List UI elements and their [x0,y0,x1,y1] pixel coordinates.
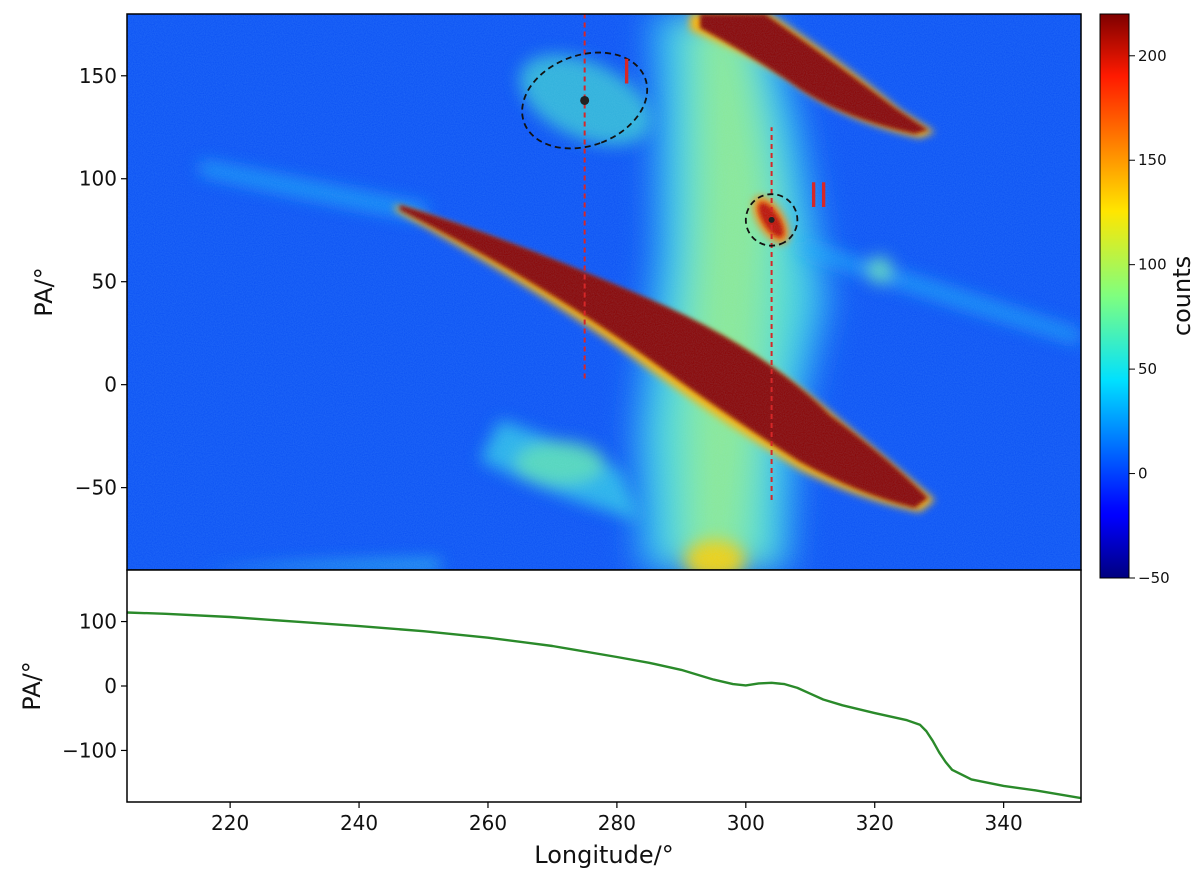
line-x-axis-label: Longitude/° [534,841,673,869]
line-plot-background [127,570,1081,802]
line-y-tick-label: −100 [62,738,117,762]
region-2-ellipse [744,193,799,247]
colorbar-tick-label: 0 [1138,465,1148,483]
line-x-tick-label: 280 [598,811,636,835]
heatmap-y-axis-label: PA/° [30,267,58,316]
region-2-label: II [809,176,829,216]
line-x-tick-label: 320 [856,811,894,835]
line-x-tick-label: 340 [985,811,1023,835]
region-markers: III [521,14,829,500]
heatmap-y-tick-label: 50 [92,270,117,294]
colorbar: 200 150 100 50 0 −50 counts [1099,13,1196,587]
colorbar-tick-label: 50 [1138,360,1157,378]
colorbar-label: counts [1168,256,1196,336]
colorbar-tick-label: 150 [1138,151,1167,169]
heatmap-y-tick-label: 0 [104,373,117,397]
line-x-axis: 220 240 260 280 300 320 340 [211,802,1023,835]
heatmap-y-axis: 150 100 50 0 −50 [75,64,127,500]
colorbar-ticks: 200 150 100 50 0 −50 [1129,47,1170,587]
heatmap-y-tick-label: 150 [79,64,117,88]
line-x-tick-label: 220 [211,811,249,835]
colorbar-tick-label: 100 [1138,256,1167,274]
line-y-tick-label: 0 [104,674,117,698]
region-1-center [580,95,590,105]
region-2-center [768,216,775,223]
heatmap-y-tick-label: −50 [75,476,117,500]
region-1-label: I [622,53,632,93]
line-panel: 100 0 −100 220 240 260 280 300 320 340 PA/° Long… [18,569,1082,869]
colorbar-tick-label: −50 [1138,569,1170,587]
line-x-tick-label: 240 [340,811,378,835]
line-x-tick-label: 300 [727,811,765,835]
line-y-tick-label: 100 [79,610,117,634]
colorbar-gradient [1099,13,1130,579]
line-y-axis: 100 0 −100 [62,610,127,762]
heatmap-noise [127,14,1081,570]
line-y-axis-label: PA/° [18,661,46,710]
line-x-tick-label: 260 [469,811,507,835]
heatmap-y-tick-label: 100 [79,167,117,191]
colorbar-tick-label: 200 [1138,47,1167,65]
pa-series-line [127,611,1081,800]
region-1-ellipse [521,51,649,150]
line-plot-area [127,611,1081,800]
heatmap-image [127,14,1081,570]
